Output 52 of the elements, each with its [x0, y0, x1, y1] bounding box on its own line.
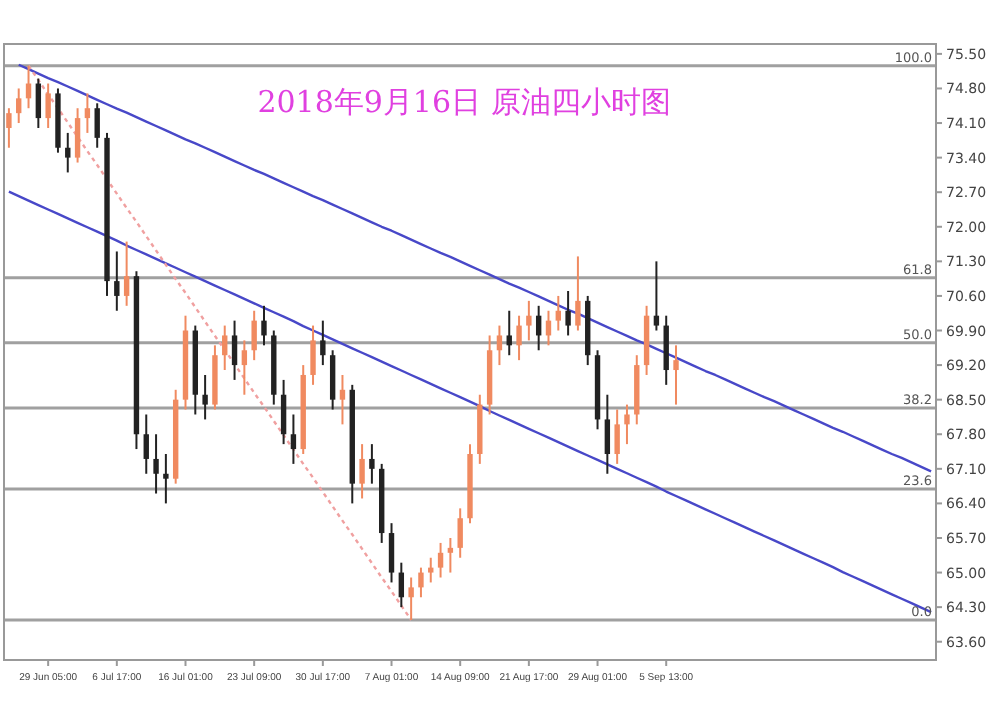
candlestick — [123, 240, 130, 307]
line-series — [7, 190, 933, 614]
candlestick — [614, 408, 620, 465]
candlestick — [516, 314, 522, 362]
candlestick — [74, 107, 81, 164]
candlestick — [496, 324, 503, 367]
candlestick — [6, 107, 12, 149]
candlestick — [526, 299, 532, 342]
line-series — [17, 63, 933, 473]
candlestick — [222, 324, 228, 372]
candlestick — [231, 319, 238, 381]
candlestick — [418, 566, 424, 599]
text: 2018年9月16日 原油四小时图 — [257, 84, 671, 120]
candlestick — [447, 536, 454, 574]
candlestick — [673, 344, 679, 406]
candlestick — [398, 561, 405, 609]
candlestick — [555, 294, 561, 332]
candlestick — [624, 403, 630, 446]
candlestick — [369, 443, 375, 485]
candlestick — [388, 522, 395, 584]
candlestick — [320, 319, 326, 367]
candlestick — [65, 131, 71, 174]
line-series — [27, 64, 413, 622]
candlestick — [437, 541, 444, 579]
candlestick — [163, 453, 169, 505]
candlestick — [575, 255, 581, 332]
candlestick — [114, 250, 120, 312]
candlestick — [153, 433, 159, 495]
candlestick — [280, 378, 287, 446]
candlestick — [45, 82, 51, 129]
candlestick — [457, 507, 463, 559]
candlestick — [310, 324, 316, 386]
candlestick — [84, 92, 91, 134]
candlestick — [261, 304, 267, 347]
candlestick — [241, 339, 248, 396]
candlestick — [359, 443, 365, 500]
candlestick — [663, 314, 669, 386]
candlestick — [290, 413, 297, 465]
candlestick — [506, 309, 512, 357]
candlestick — [202, 373, 208, 421]
candlestick — [565, 289, 571, 337]
candlestick — [35, 77, 42, 129]
candlestick — [339, 373, 346, 426]
candlestick — [94, 102, 100, 149]
candlestick — [329, 349, 336, 411]
candlestick — [604, 393, 611, 475]
candlestick — [428, 556, 434, 584]
candlestick — [653, 260, 660, 332]
candlestick — [143, 413, 149, 475]
candlestick — [251, 309, 257, 362]
candlestick — [408, 576, 414, 621]
candlestick — [16, 87, 22, 125]
